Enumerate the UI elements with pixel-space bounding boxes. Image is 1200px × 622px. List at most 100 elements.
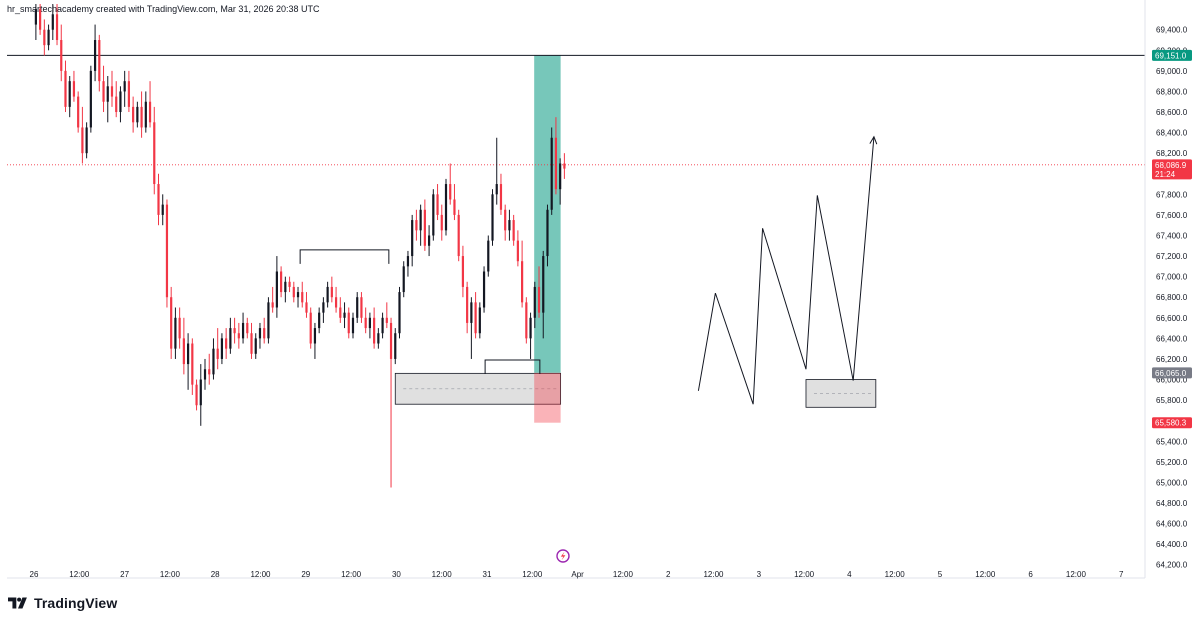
lightning-icon[interactable] xyxy=(556,549,570,563)
candle-body xyxy=(208,369,211,375)
candle xyxy=(381,312,384,339)
candle-body xyxy=(461,256,465,287)
candle xyxy=(43,19,46,56)
candle xyxy=(330,276,333,303)
candle-body xyxy=(263,328,266,339)
price-tick-label: 64,800.0 xyxy=(1156,499,1188,508)
tradingview-logo[interactable]: TradingView xyxy=(8,594,117,612)
candle xyxy=(241,312,245,344)
candle-body xyxy=(241,322,245,339)
candle-body xyxy=(136,106,139,123)
candle-body xyxy=(51,14,54,30)
price-tick-label: 68,200.0 xyxy=(1156,149,1188,158)
candle-body xyxy=(389,322,393,359)
candle-body xyxy=(512,220,515,241)
candle xyxy=(72,70,76,102)
price-tick-label: 68,600.0 xyxy=(1156,108,1188,117)
candle xyxy=(216,328,219,370)
time-tick-label: 7 xyxy=(1119,570,1124,579)
candle xyxy=(385,302,388,329)
candle-body xyxy=(98,40,101,82)
price-tick-label: 65,000.0 xyxy=(1156,478,1188,487)
time-tick-label: 30 xyxy=(392,570,401,579)
time-tick-label: 31 xyxy=(483,570,492,579)
time-tick-label: 27 xyxy=(120,570,129,579)
candle xyxy=(525,297,528,344)
time-tick-label: 28 xyxy=(211,570,220,579)
candle xyxy=(246,317,249,339)
projection-path[interactable] xyxy=(697,136,875,405)
candle xyxy=(60,24,63,82)
time-tick-label: 3 xyxy=(757,570,762,579)
candle xyxy=(334,286,338,313)
time-tick-label: 12:00 xyxy=(975,570,996,579)
candle-body xyxy=(258,328,262,339)
price-tick-label: 68,400.0 xyxy=(1156,129,1188,138)
candle-body xyxy=(186,343,190,365)
candle-body xyxy=(85,127,88,154)
candle-body xyxy=(212,348,215,375)
candle xyxy=(389,317,393,488)
candle-body xyxy=(301,292,304,303)
candle-body xyxy=(140,106,143,128)
candle xyxy=(199,364,202,426)
candle-body xyxy=(373,317,376,344)
candle-body xyxy=(254,338,257,354)
candle xyxy=(432,189,435,241)
candle xyxy=(427,225,431,257)
candle-body xyxy=(499,184,503,210)
time-tick-label: 12:00 xyxy=(250,570,271,579)
candle xyxy=(368,312,371,339)
candle-body xyxy=(296,292,300,298)
candle xyxy=(110,70,114,107)
candle-body xyxy=(406,256,410,267)
zones-layer xyxy=(394,372,877,408)
level-bracket[interactable] xyxy=(299,249,390,264)
candle-body xyxy=(119,91,122,113)
candle-body xyxy=(102,81,105,102)
candle-body xyxy=(93,40,97,71)
candle-body xyxy=(288,281,291,287)
candle xyxy=(81,106,84,164)
price-axis[interactable]: 69,400.069,200.069,000.068,800.068,600.0… xyxy=(1156,26,1188,570)
candle xyxy=(423,199,426,251)
candle xyxy=(292,281,295,303)
candle xyxy=(533,281,536,329)
time-tick-label: 12:00 xyxy=(613,570,634,579)
candle-body xyxy=(43,29,46,46)
candle-body xyxy=(423,209,426,246)
candle xyxy=(444,178,448,236)
candle xyxy=(322,297,325,323)
candle-body xyxy=(550,137,553,210)
candle-body xyxy=(427,235,431,246)
candle xyxy=(542,250,545,339)
candle xyxy=(495,137,498,205)
candle-body xyxy=(77,96,80,128)
time-tick-label: 4 xyxy=(847,570,852,579)
candle-body xyxy=(203,369,207,380)
position-stop-zone[interactable] xyxy=(534,372,561,423)
time-tick-label: 6 xyxy=(1028,570,1033,579)
price-tag xyxy=(1152,367,1192,379)
level-bracket[interactable] xyxy=(484,359,541,374)
candle xyxy=(449,163,452,205)
candle-body xyxy=(440,214,443,231)
candle xyxy=(165,199,169,308)
time-axis[interactable]: 26 12:00 27 12:00 28 12:00 29 12:00 30 12:00 31 12:… xyxy=(30,570,1124,579)
candle-body xyxy=(157,184,160,215)
candle-body xyxy=(436,194,439,215)
candle-body xyxy=(284,281,287,293)
candle-body xyxy=(216,348,219,359)
time-tick-label: 12:00 xyxy=(522,570,543,579)
candle-body xyxy=(521,261,524,303)
price-tag-label: 69,151.0 xyxy=(1155,51,1187,60)
candle xyxy=(275,256,278,318)
price-tick-label: 64,400.0 xyxy=(1156,540,1188,549)
price-tick-label: 66,800.0 xyxy=(1156,293,1188,302)
candle xyxy=(351,312,355,339)
price-tag xyxy=(1152,159,1192,180)
candle-body xyxy=(444,184,448,231)
candle xyxy=(474,292,477,339)
candle xyxy=(182,317,185,375)
